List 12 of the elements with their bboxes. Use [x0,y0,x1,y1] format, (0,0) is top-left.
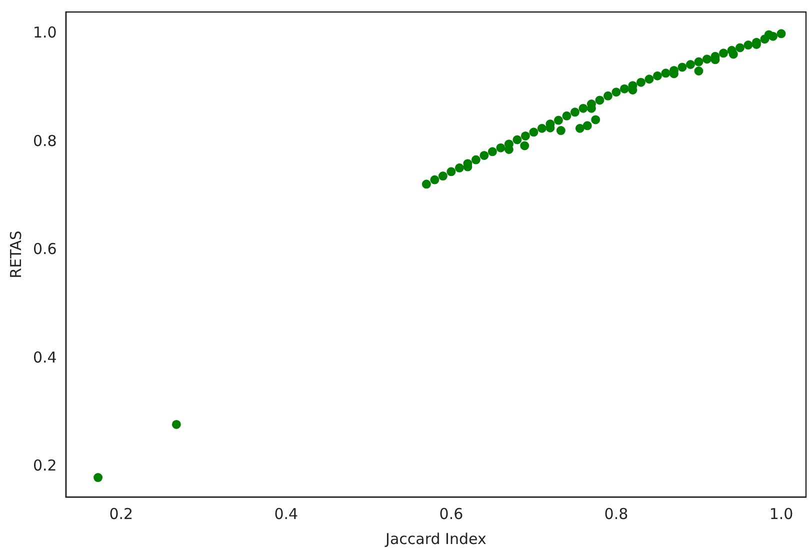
x-axis-title: Jaccard Index [384,530,486,548]
x-tick-label: 0.4 [274,504,298,523]
x-tick-label: 1.0 [769,504,794,523]
x-tick-label: 0.6 [439,504,464,523]
y-tick-label: 1.0 [32,24,57,42]
y-axis-title: RETAS [6,230,25,278]
y-tick-label: 0.2 [32,456,57,475]
x-tick-label: 0.8 [604,504,628,523]
y-tick-label: 0.6 [32,240,57,258]
x-tick-label: 0.2 [109,504,134,523]
y-tick-label: 0.4 [32,348,57,366]
y-tick-label: 0.8 [32,132,57,150]
